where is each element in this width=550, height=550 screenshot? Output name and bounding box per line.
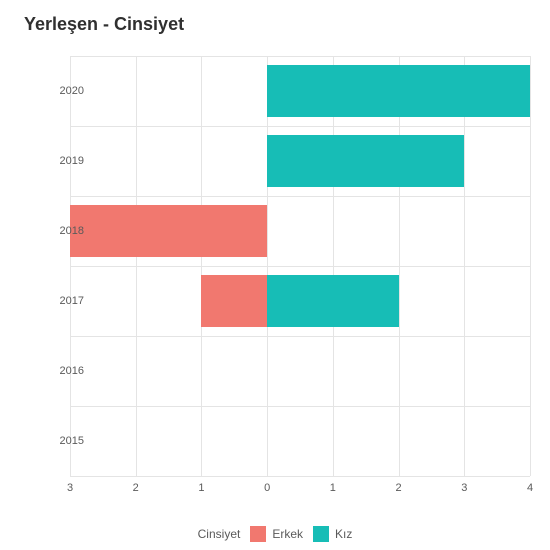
y-axis-label: 2015 xyxy=(34,435,84,447)
bar-kiz xyxy=(267,275,398,327)
y-axis-label: 2019 xyxy=(34,155,84,167)
gridline-horizontal xyxy=(70,476,530,477)
bar-erkek xyxy=(201,275,267,327)
gridline-horizontal xyxy=(70,266,530,267)
legend-item-kiz: Kız xyxy=(313,526,352,542)
gridline-horizontal xyxy=(70,336,530,337)
y-axis-label: 2016 xyxy=(34,365,84,377)
legend-label-kiz: Kız xyxy=(335,527,352,541)
x-axis-label: 2 xyxy=(133,482,139,494)
legend-swatch-kiz xyxy=(313,526,329,542)
x-axis-label: 1 xyxy=(330,482,336,494)
x-axis-label: 0 xyxy=(264,482,270,494)
x-axis-label: 3 xyxy=(461,482,467,494)
gridline-horizontal xyxy=(70,126,530,127)
legend-item-erkek: Erkek xyxy=(250,526,303,542)
x-axis-label: 1 xyxy=(198,482,204,494)
chart-title: Yerleşen - Cinsiyet xyxy=(24,14,184,35)
gridline-vertical xyxy=(530,56,531,476)
x-axis-label: 2 xyxy=(396,482,402,494)
gridline-horizontal xyxy=(70,56,530,57)
bar-kiz xyxy=(267,135,464,187)
gridline-horizontal xyxy=(70,406,530,407)
x-axis-label: 3 xyxy=(67,482,73,494)
legend-title: Cinsiyet xyxy=(198,527,241,541)
bar-erkek xyxy=(70,205,267,257)
y-axis-label: 2017 xyxy=(34,295,84,307)
legend-swatch-erkek xyxy=(250,526,266,542)
gridline-horizontal xyxy=(70,196,530,197)
y-axis-label: 2018 xyxy=(34,225,84,237)
y-axis-label: 2020 xyxy=(34,85,84,97)
legend: Cinsiyet Erkek Kız xyxy=(0,526,550,542)
x-axis-label: 4 xyxy=(527,482,533,494)
legend-label-erkek: Erkek xyxy=(272,527,303,541)
plot-area xyxy=(70,56,530,476)
bar-kiz xyxy=(267,65,530,117)
